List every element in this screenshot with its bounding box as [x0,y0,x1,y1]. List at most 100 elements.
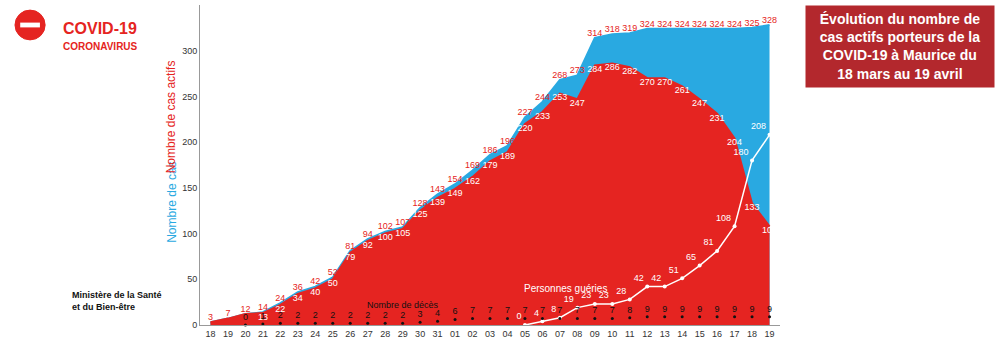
svg-text:270: 270 [640,77,655,87]
svg-text:200: 200 [182,137,197,147]
svg-text:40: 40 [310,287,320,297]
svg-text:0: 0 [192,320,197,330]
svg-text:233: 233 [535,111,550,121]
svg-text:24: 24 [275,293,285,303]
svg-text:4: 4 [534,308,539,318]
svg-text:79: 79 [345,252,355,262]
svg-text:23: 23 [293,329,303,339]
svg-text:13: 13 [660,329,670,339]
svg-text:10: 10 [607,329,617,339]
svg-text:14: 14 [258,302,268,312]
svg-text:6: 6 [453,306,458,316]
svg-text:2: 2 [278,310,283,320]
svg-text:324: 324 [692,19,707,29]
svg-text:51: 51 [669,265,679,275]
svg-text:7: 7 [487,305,492,315]
svg-text:154: 154 [448,174,463,184]
svg-text:324: 324 [657,19,672,29]
svg-text:42: 42 [651,273,661,283]
svg-text:42: 42 [634,273,644,283]
svg-text:Nombre de cas actifs: Nombre de cas actifs [164,61,178,174]
svg-text:08: 08 [572,329,582,339]
svg-text:2: 2 [400,310,405,320]
svg-text:318: 318 [605,24,620,34]
svg-text:42: 42 [310,276,320,286]
svg-text:270: 270 [657,77,672,87]
svg-text:31: 31 [433,329,443,339]
svg-text:21: 21 [258,329,268,339]
svg-text:3: 3 [418,309,423,319]
svg-text:250: 250 [182,92,197,102]
svg-text:7: 7 [522,305,527,315]
svg-text:143: 143 [430,184,445,194]
svg-text:139: 139 [430,197,445,207]
svg-text:7: 7 [610,305,615,315]
svg-text:12: 12 [642,329,652,339]
svg-text:7: 7 [225,308,230,318]
svg-text:81: 81 [345,241,355,251]
svg-text:102: 102 [378,221,393,231]
svg-text:273: 273 [570,65,585,75]
svg-text:22: 22 [275,304,285,314]
svg-text:8: 8 [627,305,632,315]
svg-text:282: 282 [622,66,637,76]
svg-text:03: 03 [485,329,495,339]
svg-text:325: 325 [745,18,760,28]
svg-text:14: 14 [677,329,687,339]
svg-text:26: 26 [345,329,355,339]
svg-text:02: 02 [468,329,478,339]
svg-text:19: 19 [765,329,775,339]
svg-text:220: 220 [517,123,532,133]
svg-text:34: 34 [293,293,303,303]
svg-text:300: 300 [182,46,197,56]
svg-text:9: 9 [750,304,755,314]
svg-text:314: 314 [587,28,602,38]
svg-text:9: 9 [680,304,685,314]
svg-text:27: 27 [363,329,373,339]
svg-text:28: 28 [380,329,390,339]
svg-text:324: 324 [710,19,725,29]
svg-text:19: 19 [223,329,233,339]
svg-text:107: 107 [395,217,410,227]
svg-text:247: 247 [692,98,707,108]
svg-text:9: 9 [697,304,702,314]
svg-text:15: 15 [695,329,705,339]
svg-text:81: 81 [704,237,714,247]
svg-text:319: 319 [622,23,637,33]
svg-text:Nombre de cas: Nombre de cas [165,161,179,242]
svg-text:253: 253 [552,92,567,102]
svg-text:108: 108 [762,225,777,235]
svg-text:25: 25 [328,329,338,339]
svg-text:06: 06 [537,329,547,339]
svg-text:284: 284 [587,64,602,74]
svg-text:328: 328 [762,15,777,25]
svg-text:7: 7 [557,305,562,315]
svg-text:169: 169 [465,160,480,170]
svg-text:36: 36 [293,282,303,292]
svg-text:149: 149 [448,188,463,198]
svg-text:50: 50 [328,278,338,288]
svg-text:186: 186 [482,145,497,155]
svg-text:Nombre de décès: Nombre de décès [367,300,439,310]
svg-text:7: 7 [540,305,545,315]
svg-text:92: 92 [363,240,373,250]
svg-text:04: 04 [502,329,512,339]
svg-text:150: 150 [182,183,197,193]
svg-text:Ministère de la Santéet du Bie: Ministère de la Santéet du Bien-être [72,290,162,312]
svg-text:196: 196 [500,136,515,146]
svg-text:28: 28 [616,286,626,296]
svg-text:268: 268 [552,70,567,80]
svg-text:23: 23 [581,290,591,300]
svg-text:9: 9 [715,304,720,314]
svg-text:2: 2 [313,310,318,320]
svg-text:COVID-19: COVID-19 [63,20,137,37]
svg-text:2: 2 [330,310,335,320]
svg-text:133: 133 [745,202,760,212]
svg-text:9: 9 [662,304,667,314]
svg-text:19: 19 [564,294,574,304]
svg-text:180: 180 [734,147,749,157]
svg-text:9: 9 [732,304,737,314]
svg-text:01: 01 [450,329,460,339]
svg-text:52: 52 [328,267,338,277]
svg-text:108: 108 [716,213,731,223]
